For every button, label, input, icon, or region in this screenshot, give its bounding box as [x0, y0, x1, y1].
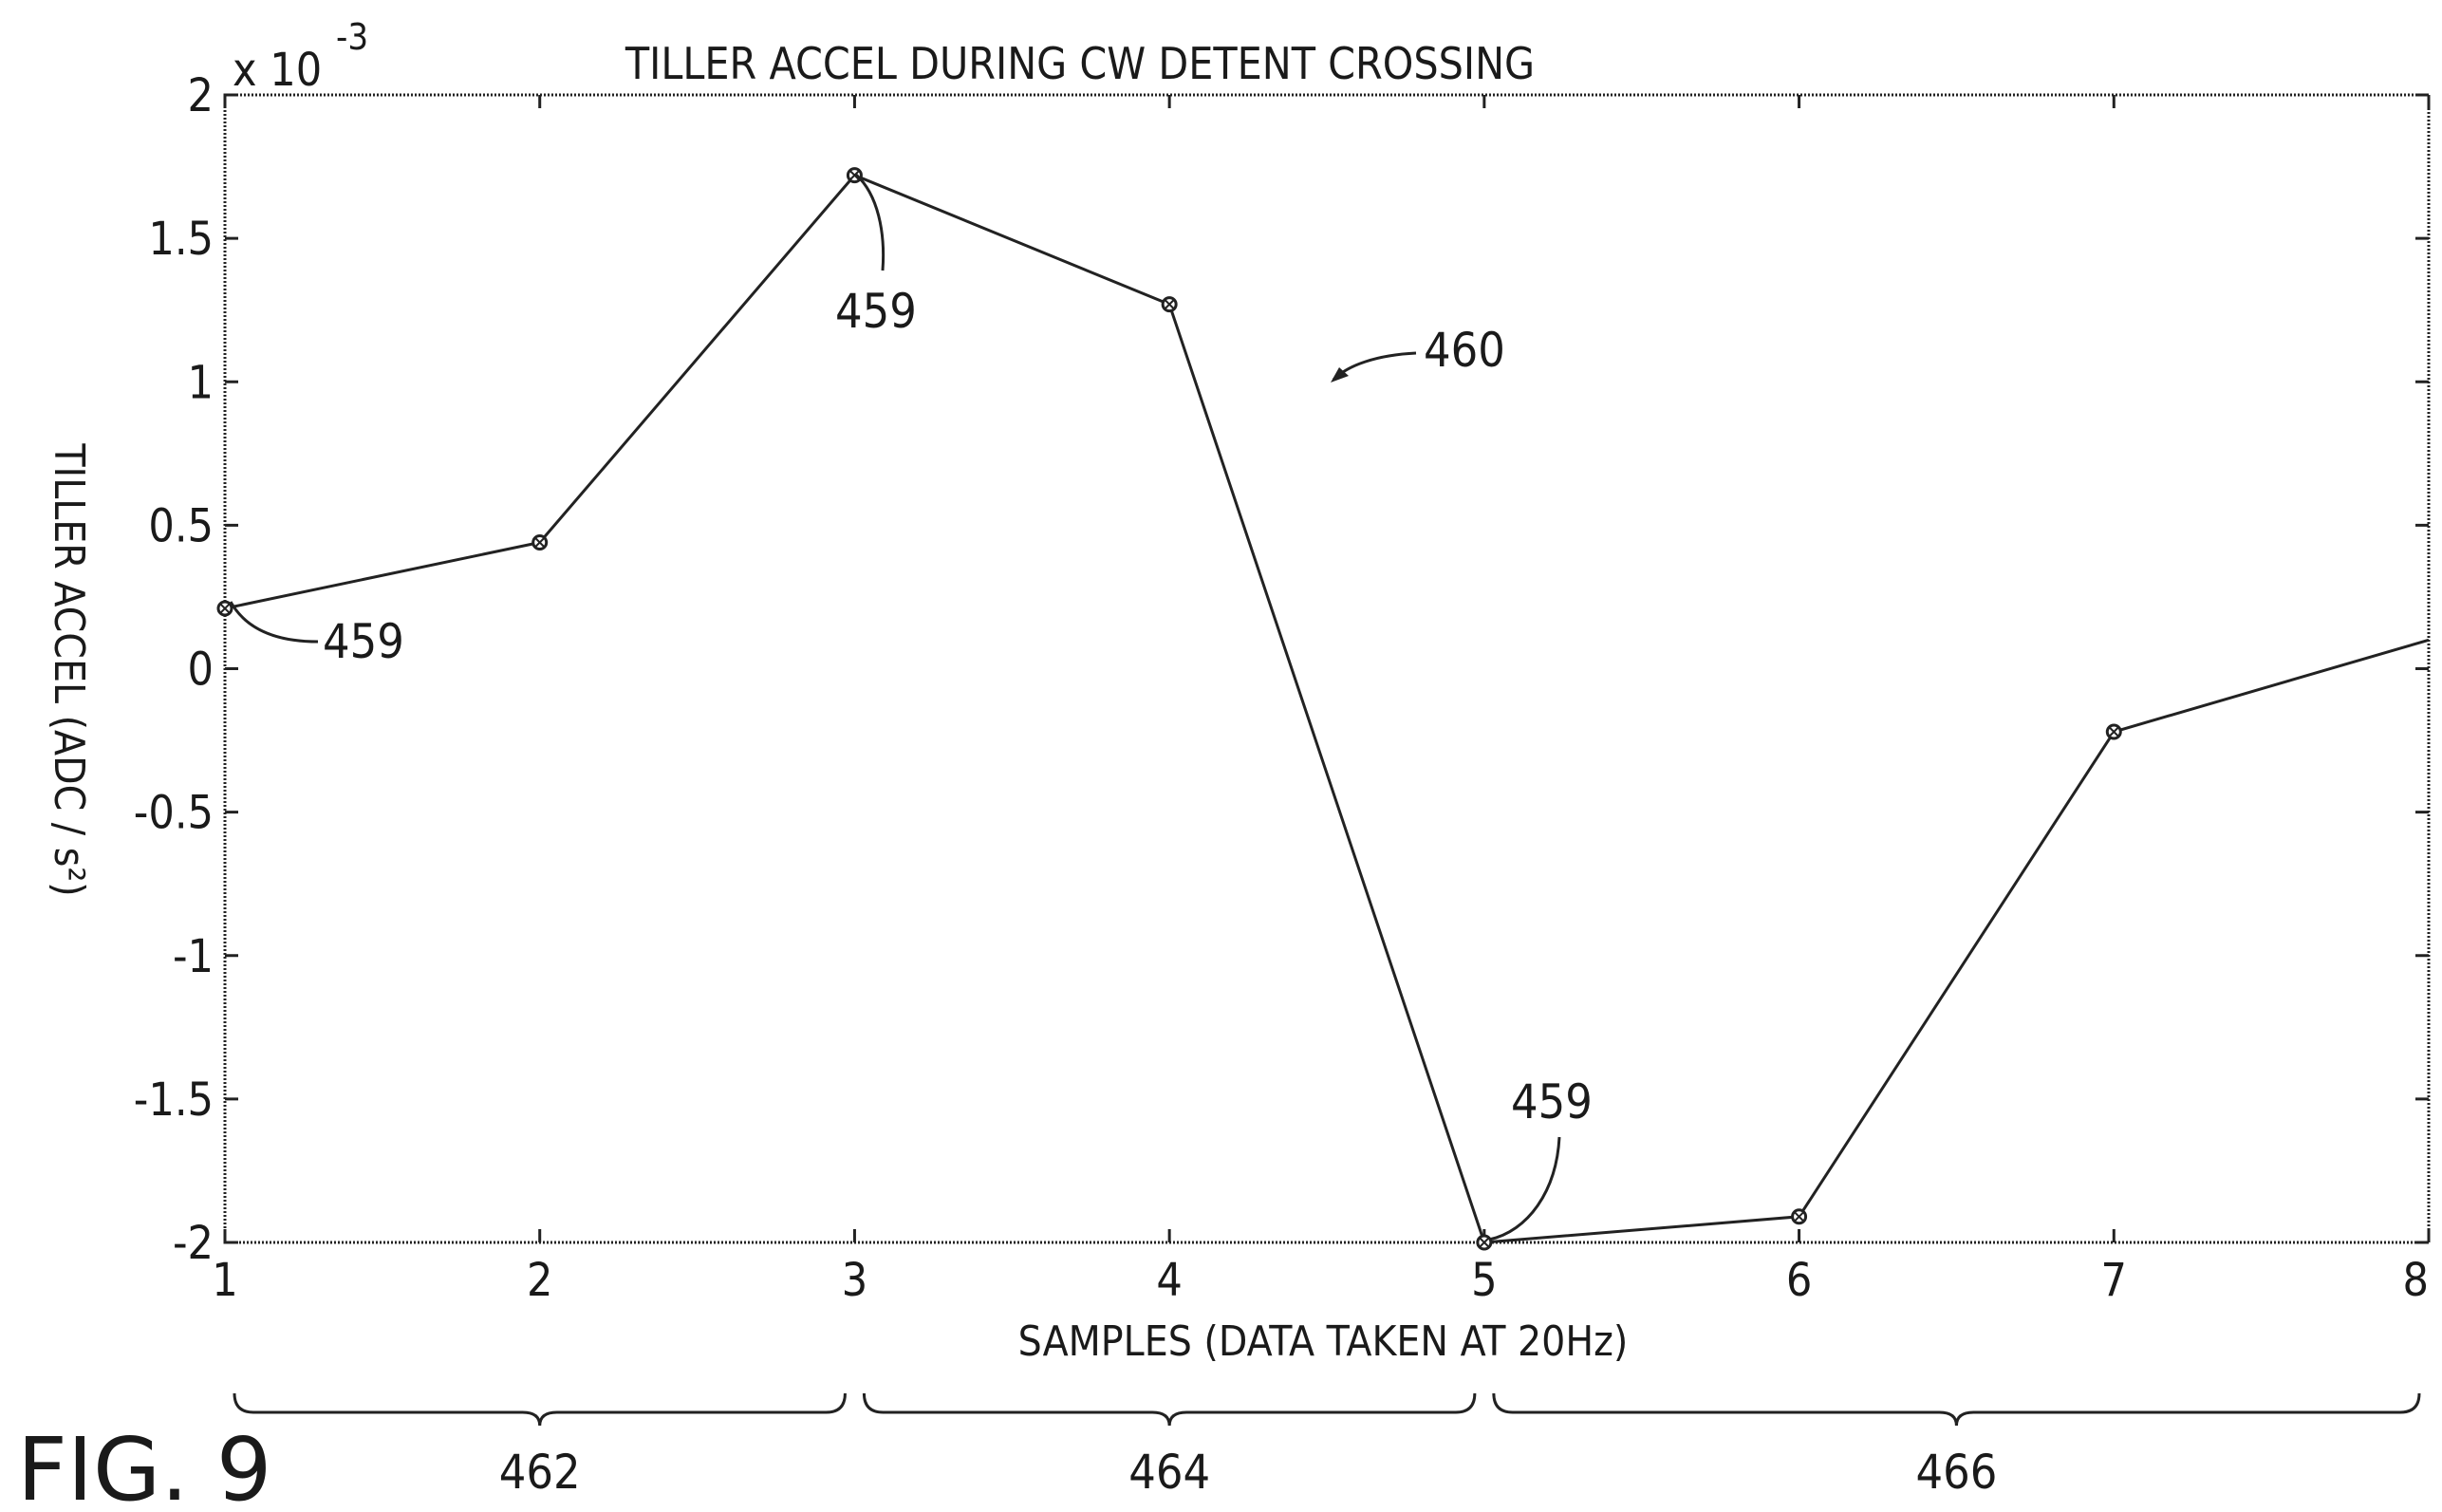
- y-axis-title: TILLER ACCEL (ADC / s²): [45, 442, 93, 896]
- data-series: [216, 167, 2430, 1251]
- x-tick-label: 8: [2403, 1254, 2429, 1307]
- x-tick-label: 4: [1156, 1254, 1182, 1307]
- data-point-marker: [846, 167, 863, 184]
- annotation-leader-line: [229, 601, 319, 644]
- y-axis-ticks: 2 1.5 1 0.5 0 -0.5 -1 -1.5 -2: [134, 69, 2429, 1270]
- series-line: [224, 173, 2430, 1244]
- sample-range-brackets: 462 464 466: [233, 1392, 2421, 1500]
- y-tick-label: -0.5: [134, 787, 214, 840]
- range-bracket: [862, 1392, 1477, 1427]
- range-bracket-label: 462: [499, 1445, 581, 1500]
- annotation-label: 459: [323, 614, 404, 669]
- annotation-459-first: 459: [229, 601, 404, 669]
- y-tick-label: 0: [188, 644, 214, 697]
- range-bracket-label: 466: [1916, 1445, 1998, 1500]
- annotation-label: 459: [835, 284, 917, 339]
- marker-cross-b: [848, 169, 861, 181]
- annotation-label: 460: [1424, 323, 1505, 378]
- marker-cross-b: [1793, 1211, 1805, 1223]
- data-point-marker: [1476, 1234, 1493, 1251]
- y-multiplier: x 10 -3: [233, 16, 368, 97]
- y-tick-label: -2: [173, 1217, 214, 1270]
- data-point-marker: [1161, 296, 1178, 313]
- x-tick-label: 2: [527, 1254, 552, 1307]
- x-tick-label: 1: [212, 1254, 237, 1307]
- annotation-label: 459: [1511, 1074, 1593, 1129]
- y-tick-label: -1.5: [134, 1073, 214, 1127]
- x-tick-label: 5: [1471, 1254, 1497, 1307]
- annotation-leader-line: [854, 173, 885, 271]
- marker-cross-b: [1479, 1237, 1490, 1248]
- figure-label: FIG. 9: [17, 1419, 271, 1512]
- annotation-459-trough: 459: [1488, 1074, 1593, 1241]
- y-multiplier-base: x 10: [233, 44, 322, 97]
- y-tick-label: 2: [188, 69, 214, 122]
- y-tick-label: -1: [173, 930, 214, 983]
- data-point-marker: [216, 600, 233, 617]
- marker-cross-b: [219, 603, 231, 614]
- x-axis-ticks: 1 2 3 4 5 6 7 8: [212, 95, 2431, 1307]
- marker-cross-b: [534, 536, 546, 549]
- range-bracket-label: 464: [1128, 1445, 1210, 1500]
- annotation-459-peak: 459: [835, 173, 917, 339]
- x-tick-label: 3: [842, 1254, 867, 1307]
- data-point-marker: [531, 534, 549, 551]
- y-tick-label: 0.5: [148, 499, 214, 552]
- y-tick-label: 1.5: [148, 213, 214, 266]
- data-point-marker: [1791, 1208, 1808, 1225]
- x-tick-label: 7: [2101, 1254, 2127, 1307]
- annotation-arrow-head: [1331, 367, 1349, 383]
- annotation-leader-line: [1488, 1136, 1561, 1241]
- y-multiplier-exponent: -3: [336, 16, 368, 58]
- marker-cross-b: [1164, 298, 1175, 310]
- annotation-460: 460: [1331, 323, 1505, 383]
- range-bracket: [233, 1392, 847, 1427]
- marker-cross-b: [2108, 726, 2119, 737]
- x-axis-title: SAMPLES (DATA TAKEN AT 20Hz): [1018, 1317, 1629, 1366]
- chart-title: TILLER ACCEL DURING CW DETENT CROSSING: [624, 38, 1535, 89]
- y-tick-label: 1: [188, 356, 214, 409]
- x-tick-label: 6: [1786, 1254, 1812, 1307]
- range-bracket: [1492, 1392, 2421, 1427]
- data-point-marker: [2105, 723, 2122, 740]
